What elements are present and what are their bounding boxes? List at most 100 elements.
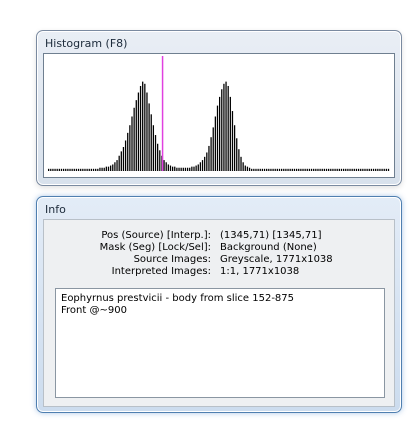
histogram-bar bbox=[50, 168, 52, 171]
histogram-bar bbox=[82, 168, 84, 171]
info-row-interpreted-images: Interpreted Images: 1:1, 1771x1038 bbox=[44, 266, 394, 278]
info-value: 1:1, 1771x1038 bbox=[220, 266, 300, 277]
histogram-bar bbox=[204, 156, 206, 171]
histogram-bar bbox=[251, 168, 253, 171]
histogram-bar bbox=[387, 168, 390, 171]
histogram-bar bbox=[152, 125, 155, 171]
histogram-bar bbox=[302, 168, 304, 171]
histogram-bar bbox=[289, 168, 291, 171]
info-row-mask: Mask (Seg) [Lock/Sel]: Background (None) bbox=[44, 242, 394, 254]
histogram-bar bbox=[80, 168, 82, 171]
histogram-bar bbox=[364, 168, 366, 171]
histogram-bar bbox=[291, 168, 293, 171]
histogram-bar bbox=[212, 127, 214, 171]
histogram-bar bbox=[272, 168, 274, 171]
histogram-bar bbox=[163, 160, 165, 171]
histogram-bar bbox=[60, 168, 63, 171]
histogram-bar bbox=[385, 168, 388, 171]
histogram-bar bbox=[300, 168, 302, 171]
histogram-bar bbox=[201, 160, 204, 171]
histogram-bar bbox=[246, 166, 249, 171]
histogram-bar bbox=[319, 168, 321, 171]
histogram-bar bbox=[131, 116, 133, 171]
histogram-bar bbox=[280, 168, 283, 171]
histogram-plot[interactable] bbox=[43, 53, 395, 178]
histogram-bar bbox=[227, 85, 229, 171]
histogram-bar bbox=[278, 168, 281, 171]
histogram-bar bbox=[295, 168, 298, 171]
histogram-bar bbox=[248, 167, 251, 171]
histogram-bar bbox=[216, 105, 219, 171]
histogram-bar bbox=[120, 151, 122, 171]
histogram-bar bbox=[323, 168, 326, 171]
histogram-bar bbox=[274, 168, 276, 171]
histogram-bar bbox=[75, 168, 78, 171]
histogram-bar bbox=[231, 111, 234, 171]
info-content: Pos (Source) [Interp.]: (1345,71) [1345,… bbox=[43, 219, 395, 407]
info-table: Pos (Source) [Interp.]: (1345,71) [1345,… bbox=[44, 230, 394, 278]
histogram-bar bbox=[186, 167, 189, 171]
histogram-bar bbox=[54, 168, 56, 171]
info-value: Greyscale, 1771x1038 bbox=[220, 254, 333, 265]
histogram-bar bbox=[219, 96, 221, 171]
histogram-bar bbox=[360, 168, 362, 171]
histogram-bar bbox=[122, 147, 125, 171]
histogram-bar bbox=[261, 168, 264, 171]
histogram-bar bbox=[176, 167, 178, 171]
histogram-bar bbox=[90, 168, 93, 171]
histogram-bar bbox=[101, 167, 103, 171]
histogram-bar bbox=[270, 168, 272, 171]
histogram-bar bbox=[353, 168, 355, 171]
histogram-bar bbox=[370, 168, 373, 171]
histogram-bar bbox=[84, 168, 86, 171]
histogram-bar bbox=[336, 168, 338, 171]
info-value: Background (None) bbox=[220, 242, 317, 253]
histogram-bar bbox=[52, 168, 54, 171]
histogram-bar bbox=[97, 168, 99, 171]
notes-textbox[interactable]: Eophyrnus prestvicii - body from slice 1… bbox=[55, 288, 385, 398]
histogram-bar bbox=[189, 167, 191, 171]
histogram-bar bbox=[127, 132, 129, 171]
histogram-bar bbox=[214, 116, 217, 171]
histogram-bar bbox=[276, 168, 278, 171]
histogram-bar bbox=[206, 152, 208, 171]
histogram-bar bbox=[345, 168, 347, 171]
histogram-bar bbox=[263, 168, 266, 171]
histogram-bar bbox=[114, 162, 116, 171]
histogram-bar bbox=[178, 167, 180, 171]
histogram-bar bbox=[240, 156, 242, 171]
histogram-bar bbox=[298, 168, 300, 171]
histogram-bar bbox=[259, 168, 261, 171]
histogram-bar bbox=[366, 168, 368, 171]
histogram-bar bbox=[351, 168, 353, 171]
histogram-bar bbox=[342, 168, 345, 171]
histogram-bar bbox=[193, 166, 195, 171]
histogram-bar bbox=[347, 168, 349, 171]
histogram-bar bbox=[379, 168, 381, 171]
histogram-bar bbox=[330, 168, 332, 171]
histogram-bar bbox=[65, 168, 67, 171]
histogram-bar bbox=[257, 168, 259, 171]
histogram-bar bbox=[306, 168, 308, 171]
histogram-panel: Histogram (F8) bbox=[36, 30, 402, 186]
histogram-bar bbox=[197, 164, 199, 171]
info-row-source-images: Source Images: Greyscale, 1771x1038 bbox=[44, 254, 394, 266]
histogram-bar bbox=[308, 168, 311, 171]
histogram-bar bbox=[368, 168, 370, 171]
histogram-bar bbox=[144, 83, 146, 171]
histogram-bar bbox=[103, 167, 105, 171]
info-label: Mask (Seg) [Lock/Sel]: bbox=[99, 242, 211, 253]
histogram-bar bbox=[238, 149, 240, 171]
histogram-bar bbox=[157, 143, 159, 171]
histogram-bar bbox=[285, 168, 287, 171]
histogram-bar bbox=[208, 145, 210, 171]
histogram-bar bbox=[165, 162, 167, 171]
histogram-bar bbox=[171, 166, 174, 171]
histogram-bar bbox=[180, 167, 182, 171]
histogram-bar bbox=[383, 168, 385, 171]
histogram-bar bbox=[71, 168, 73, 171]
histogram-bar bbox=[338, 168, 340, 171]
histogram-bar bbox=[169, 165, 172, 171]
histogram-bar bbox=[317, 168, 319, 171]
histogram-bar bbox=[375, 168, 377, 171]
